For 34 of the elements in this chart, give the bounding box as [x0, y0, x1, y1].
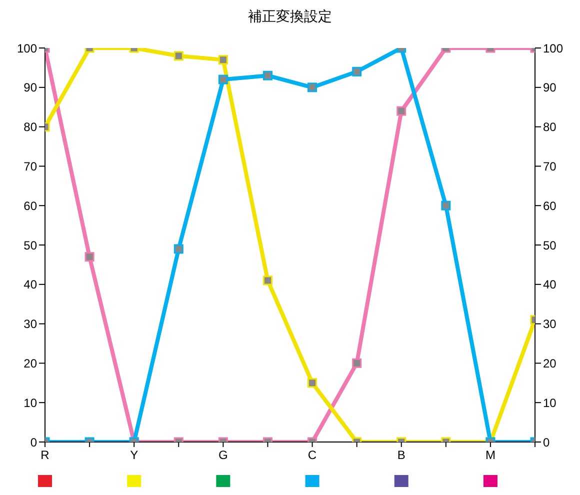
x-tick-label: C — [308, 448, 317, 462]
y-tick-label: 0 — [30, 435, 38, 450]
y-tick-label: 70 — [24, 159, 38, 174]
y-tick-label: 40 — [24, 278, 38, 292]
chart-title: 補正変換設定 — [247, 8, 333, 26]
y2-tick-label: 70 — [543, 159, 557, 174]
y2-tick-label: 80 — [543, 120, 557, 134]
y-tick-label: 50 — [24, 238, 38, 252]
x-tick-label: R — [40, 448, 50, 462]
point — [262, 276, 272, 286]
x-tick-label: B — [397, 448, 406, 462]
y-tick-label: 30 — [24, 317, 38, 332]
point — [174, 244, 184, 254]
y-tick-label: 80 — [24, 120, 38, 134]
x-tick-label: Y — [130, 448, 138, 462]
y2-tick-label: 0 — [543, 435, 550, 450]
y-tick-label: 20 — [24, 356, 38, 370]
y2-tick-label: 60 — [543, 198, 557, 213]
y2-tick-label: 90 — [543, 80, 557, 95]
y2-tick-label: 30 — [543, 317, 557, 332]
y-tick-label: 100 — [16, 41, 38, 56]
point — [352, 358, 362, 368]
y2-tick-label: 50 — [543, 238, 557, 252]
x-tick-label: M — [485, 448, 496, 462]
y-tick-label: 90 — [24, 80, 38, 95]
point — [441, 200, 451, 210]
y2-tick-label: 100 — [543, 41, 564, 56]
y2-tick-label: 20 — [543, 356, 557, 370]
y2-tick-label: 10 — [543, 396, 557, 410]
y-tick-label: 60 — [24, 198, 38, 213]
y2-tick-label: 40 — [543, 278, 557, 292]
x-tick-label: G — [218, 448, 228, 462]
point — [84, 252, 94, 262]
y-tick-label: 10 — [24, 396, 38, 410]
